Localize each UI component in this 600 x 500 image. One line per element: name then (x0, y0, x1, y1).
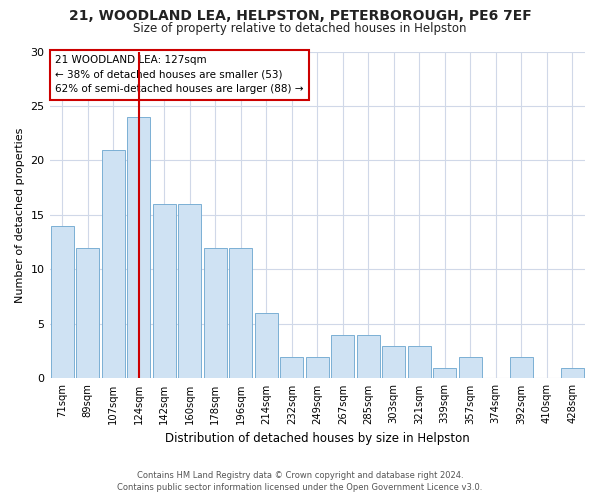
X-axis label: Distribution of detached houses by size in Helpston: Distribution of detached houses by size … (165, 432, 470, 445)
Bar (280, 356, 303, 378)
Bar (102, 150, 125, 378)
Bar (153, 204, 176, 378)
Bar (255, 313, 278, 378)
Bar (357, 335, 380, 378)
Bar (382, 346, 405, 378)
Text: Contains HM Land Registry data © Crown copyright and database right 2024.
Contai: Contains HM Land Registry data © Crown c… (118, 471, 482, 492)
Text: 21 WOODLAND LEA: 127sqm
← 38% of detached houses are smaller (53)
62% of semi-de: 21 WOODLAND LEA: 127sqm ← 38% of detache… (55, 55, 304, 94)
Text: Size of property relative to detached houses in Helpston: Size of property relative to detached ho… (133, 22, 467, 35)
Y-axis label: Number of detached properties: Number of detached properties (15, 128, 25, 302)
Bar (51, 226, 74, 378)
Bar (459, 356, 482, 378)
Bar (204, 248, 227, 378)
Bar (229, 248, 252, 378)
Text: 21, WOODLAND LEA, HELPSTON, PETERBOROUGH, PE6 7EF: 21, WOODLAND LEA, HELPSTON, PETERBOROUGH… (68, 9, 532, 23)
Bar (433, 368, 456, 378)
Bar (76, 248, 99, 378)
Bar (408, 346, 431, 378)
Bar (178, 204, 201, 378)
Bar (306, 356, 329, 378)
Bar (561, 368, 584, 378)
Bar (331, 335, 354, 378)
Bar (127, 117, 150, 378)
Bar (510, 356, 533, 378)
